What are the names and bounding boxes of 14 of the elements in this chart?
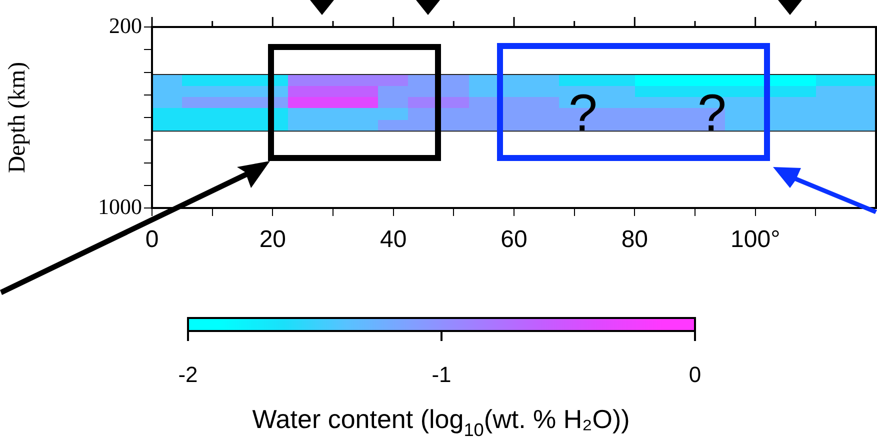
x-tick-label: 20 — [259, 226, 286, 254]
x-tick-label: 40 — [380, 226, 407, 254]
color-bar-label: -1 — [432, 362, 452, 388]
y-tick-label: 1000 — [98, 194, 142, 219]
annotation: ? — [568, 84, 598, 142]
x-tick-label: 60 — [500, 226, 528, 254]
y-tick-label: 200 — [109, 12, 142, 38]
y-axis-title: Depth (km) — [4, 62, 31, 174]
x-tick-label: 80 — [621, 226, 648, 254]
x-tick-label: 100° — [730, 226, 780, 254]
x-tick-label: 0 — [145, 226, 159, 254]
color-bar-label: 0 — [688, 362, 702, 388]
annotation: ? — [698, 84, 726, 142]
color-bar-label: -2 — [178, 362, 198, 388]
